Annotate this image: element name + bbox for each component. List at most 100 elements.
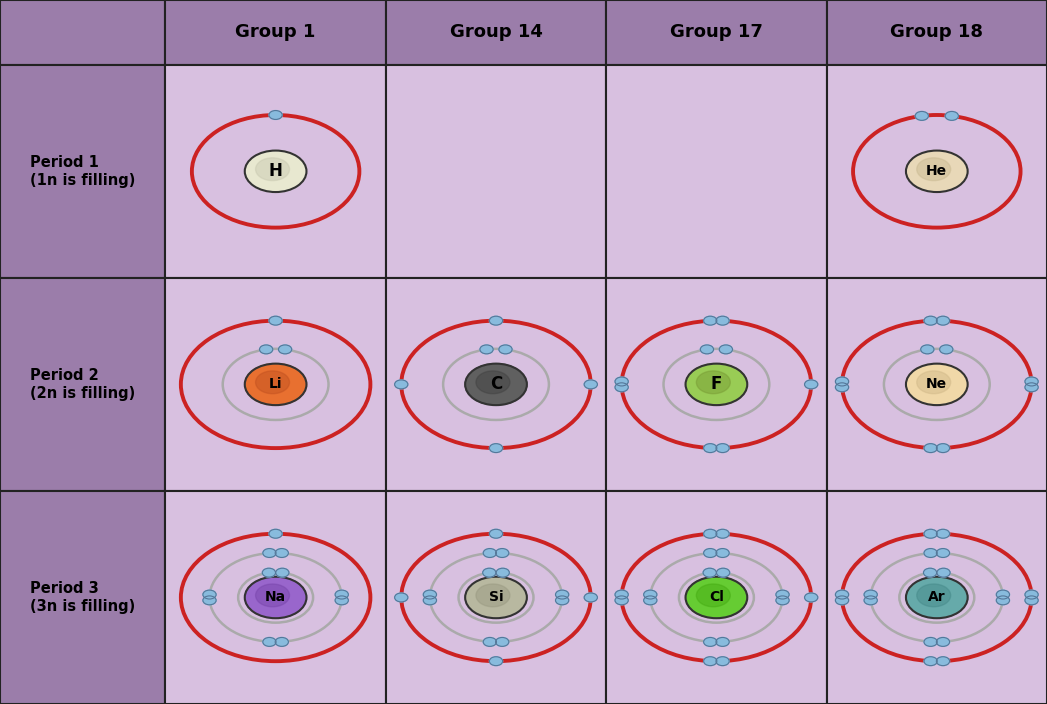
Bar	[827, 278, 1047, 491]
Circle shape	[1025, 377, 1039, 386]
Circle shape	[917, 371, 951, 394]
Circle shape	[556, 596, 569, 605]
Circle shape	[498, 345, 512, 354]
Circle shape	[489, 444, 503, 453]
Circle shape	[476, 584, 510, 607]
Text: Na: Na	[265, 591, 286, 605]
Circle shape	[836, 590, 849, 599]
Text: Period 3
(3n is filling): Period 3 (3n is filling)	[30, 582, 135, 614]
Text: Group 1: Group 1	[236, 23, 316, 42]
Circle shape	[686, 364, 748, 405]
Circle shape	[719, 345, 733, 354]
Circle shape	[917, 158, 951, 181]
Circle shape	[255, 584, 290, 607]
Circle shape	[925, 444, 937, 453]
Circle shape	[925, 529, 937, 538]
Circle shape	[615, 383, 628, 391]
Circle shape	[495, 638, 509, 646]
Circle shape	[556, 590, 569, 599]
Text: F: F	[711, 375, 722, 394]
Circle shape	[275, 638, 288, 646]
Text: Ar: Ar	[928, 591, 945, 605]
Circle shape	[263, 568, 275, 577]
Circle shape	[945, 111, 958, 120]
Circle shape	[203, 590, 216, 599]
Circle shape	[704, 316, 717, 325]
Bar	[827, 65, 1047, 278]
Circle shape	[686, 577, 748, 618]
Text: H: H	[269, 163, 283, 180]
Circle shape	[696, 371, 731, 394]
Circle shape	[489, 316, 503, 325]
Circle shape	[864, 590, 877, 599]
Circle shape	[615, 377, 628, 386]
Text: Period 2
(2n is filling): Period 2 (2n is filling)	[30, 368, 135, 401]
Circle shape	[255, 371, 290, 394]
Circle shape	[584, 593, 598, 602]
Circle shape	[245, 151, 307, 192]
Circle shape	[203, 596, 216, 605]
Text: Si: Si	[489, 591, 504, 605]
Circle shape	[476, 371, 510, 394]
Circle shape	[920, 345, 934, 354]
Bar	[0, 491, 165, 704]
Text: Ne: Ne	[927, 377, 948, 391]
Circle shape	[275, 568, 289, 577]
Circle shape	[915, 111, 929, 120]
Circle shape	[423, 590, 437, 599]
Bar	[165, 278, 385, 491]
Bar	[0, 278, 165, 491]
Bar	[606, 491, 827, 704]
Bar	[385, 0, 606, 65]
Bar	[606, 65, 827, 278]
Circle shape	[716, 529, 729, 538]
Circle shape	[936, 529, 950, 538]
Text: Group 18: Group 18	[890, 23, 983, 42]
Bar	[827, 491, 1047, 704]
Text: Period 1
(1n is filling): Period 1 (1n is filling)	[30, 155, 135, 187]
Text: Group 17: Group 17	[670, 23, 763, 42]
Circle shape	[704, 548, 717, 558]
Text: Li: Li	[269, 377, 283, 391]
Bar	[0, 0, 165, 65]
Circle shape	[263, 638, 276, 646]
Circle shape	[480, 345, 493, 354]
Circle shape	[275, 548, 288, 558]
Circle shape	[489, 529, 503, 538]
Circle shape	[496, 568, 509, 577]
Circle shape	[269, 111, 283, 120]
Circle shape	[906, 151, 967, 192]
Circle shape	[704, 657, 717, 665]
Circle shape	[489, 657, 503, 665]
Bar	[606, 278, 827, 491]
Circle shape	[279, 345, 292, 354]
Circle shape	[704, 529, 717, 538]
Circle shape	[615, 596, 628, 605]
Circle shape	[716, 638, 729, 646]
Text: Cl: Cl	[709, 591, 723, 605]
Text: C: C	[490, 375, 503, 394]
Circle shape	[776, 590, 789, 599]
Circle shape	[937, 568, 950, 577]
Circle shape	[925, 548, 937, 558]
Circle shape	[269, 529, 283, 538]
Circle shape	[804, 380, 818, 389]
Circle shape	[245, 364, 307, 405]
Circle shape	[1025, 596, 1039, 605]
Circle shape	[836, 377, 849, 386]
Circle shape	[716, 548, 729, 558]
Circle shape	[263, 548, 276, 558]
Circle shape	[936, 638, 950, 646]
Circle shape	[483, 568, 496, 577]
Circle shape	[260, 345, 273, 354]
Circle shape	[906, 364, 967, 405]
Circle shape	[917, 584, 951, 607]
Circle shape	[644, 596, 656, 605]
Bar	[827, 0, 1047, 65]
Circle shape	[923, 568, 937, 577]
Circle shape	[925, 638, 937, 646]
Bar	[165, 65, 385, 278]
Circle shape	[716, 657, 729, 665]
Circle shape	[465, 577, 527, 618]
Circle shape	[395, 380, 408, 389]
